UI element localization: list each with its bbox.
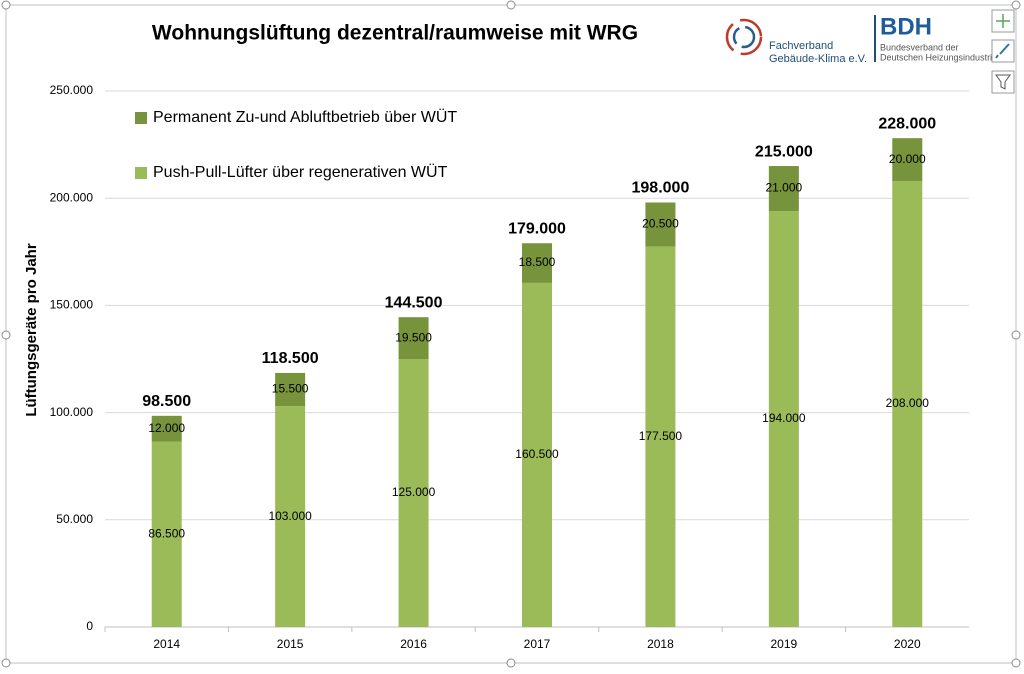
logo-text: Deutschen Heizungsindustrie — [880, 52, 997, 62]
bar-segment — [151, 415, 182, 442]
logo-text: Fachverband — [769, 40, 833, 52]
logo-text: Bundesverband der — [880, 42, 959, 52]
legend-swatch — [135, 167, 147, 179]
value-label: 20.500 — [642, 217, 679, 231]
total-label: 144.500 — [385, 294, 443, 311]
bar-segment — [892, 138, 923, 182]
chart-filter-button[interactable] — [991, 70, 1015, 94]
chart-elements-button[interactable] — [991, 9, 1015, 33]
bar-segment — [645, 202, 676, 247]
value-label: 12.000 — [148, 421, 185, 435]
value-label: 160.500 — [515, 447, 559, 461]
value-label: 194.000 — [762, 411, 806, 425]
y-tick-label: 50.000 — [56, 512, 93, 526]
value-label: 19.500 — [395, 330, 432, 344]
value-label: 208.000 — [886, 396, 930, 410]
y-axis-label: Lüftungsgeräte pro Jahr — [23, 243, 40, 417]
value-label: 20.000 — [889, 152, 926, 166]
value-label: 125.000 — [392, 485, 436, 499]
total-label: 198.000 — [632, 180, 690, 197]
value-label: 18.500 — [519, 255, 556, 269]
y-tick-label: 100.000 — [50, 405, 94, 419]
x-tick-label: 2020 — [894, 637, 921, 651]
bdh-logo: BDH Bundesverband der Deutschen Heizungs… — [874, 13, 997, 62]
legend-label: Push-Pull-Lüfter über regenerativen WÜT — [153, 163, 448, 181]
total-label: 179.000 — [508, 220, 566, 237]
y-tick-label: 150.000 — [50, 298, 94, 312]
bar-segment — [275, 372, 306, 407]
bar-segment — [275, 406, 306, 627]
logo-text: Gebäude-Klima e.V. — [769, 53, 867, 65]
legend-swatch — [135, 112, 147, 124]
bar-segment — [768, 211, 799, 627]
total-label: 215.000 — [755, 143, 813, 160]
x-tick-label: 2017 — [524, 637, 551, 651]
total-label: 98.500 — [142, 393, 191, 410]
bar-segment — [645, 246, 676, 627]
bar-segment — [522, 282, 552, 627]
y-tick-label: 200.000 — [50, 190, 94, 204]
total-label: 228.000 — [878, 115, 936, 132]
legend-label: Permanent Zu-und Abluftbetrieb über WÜT — [153, 108, 457, 126]
logo-text: BDH — [880, 13, 932, 40]
fgk-logo: Fachverband Gebäude-Klima e.V. — [725, 18, 867, 65]
x-tick-label: 2016 — [400, 637, 427, 651]
y-tick-label: 0 — [86, 619, 93, 633]
x-tick-label: 2015 — [277, 637, 304, 651]
bar-segment — [398, 317, 429, 359]
x-tick-label: 2019 — [771, 637, 798, 651]
value-label: 177.500 — [639, 429, 683, 443]
value-label: 15.500 — [272, 382, 309, 396]
bar-segment — [768, 166, 799, 212]
x-tick-label: 2014 — [153, 637, 180, 651]
bar-segment — [151, 441, 182, 627]
value-label: 21.000 — [766, 181, 803, 195]
x-tick-label: 2018 — [647, 637, 674, 651]
bar-segment — [398, 359, 429, 627]
y-tick-label: 250.000 — [50, 83, 94, 97]
bar-segment — [892, 181, 923, 627]
total-label: 118.500 — [262, 350, 319, 367]
chart-styles-button[interactable] — [991, 39, 1015, 63]
value-label: 103.000 — [268, 509, 312, 523]
bar-segment — [522, 243, 552, 283]
value-label: 86.500 — [148, 526, 185, 540]
chart-title: Wohnungslüftung dezentral/raumweise mit … — [152, 22, 638, 45]
